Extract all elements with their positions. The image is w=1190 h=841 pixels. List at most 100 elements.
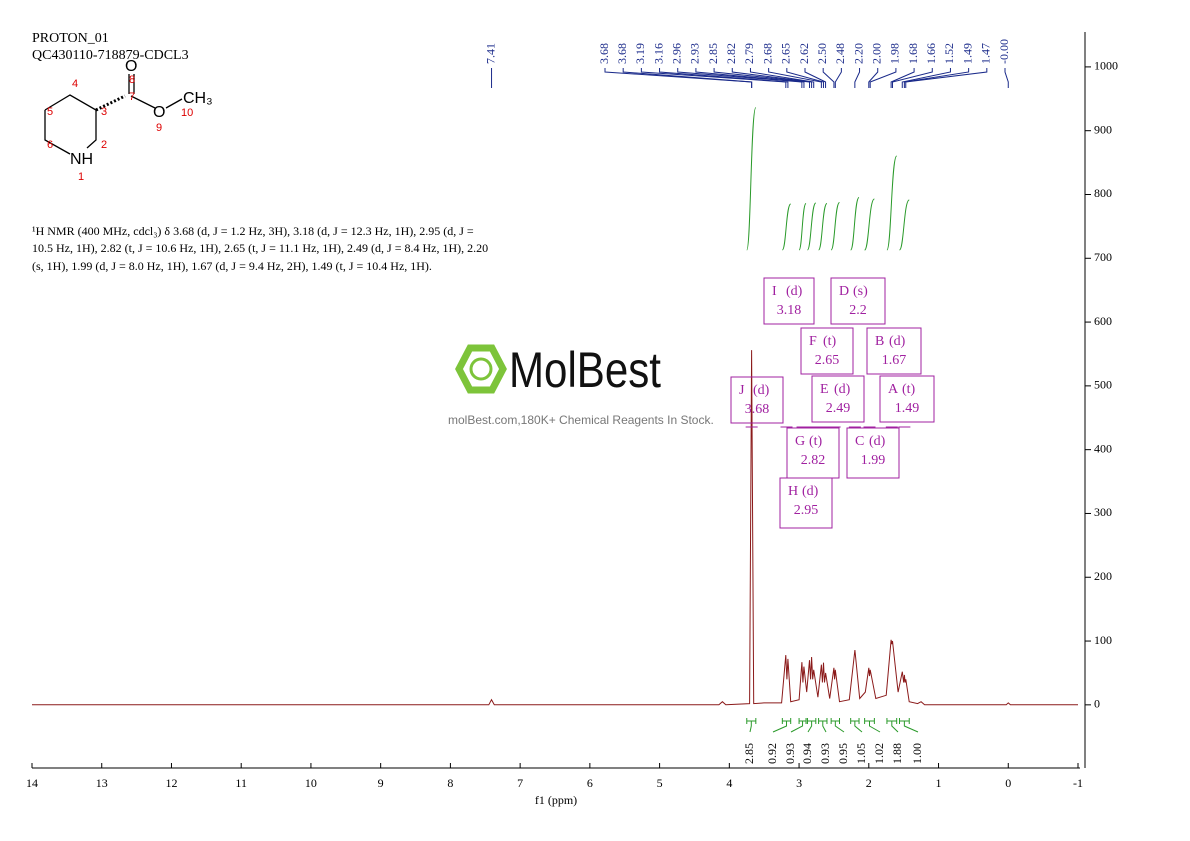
peak-connector (804, 68, 827, 88)
y-tick-label: 900 (1094, 122, 1112, 136)
peak-label: 2.20 (851, 43, 865, 64)
multiplet-name: D (839, 284, 849, 299)
peak-label: 2.65 (779, 43, 793, 64)
watermark: MolBest molBest.com,180K+ Chemical Reage… (448, 342, 714, 427)
multiplet-kind: (s) (853, 284, 868, 299)
multiplet-shift: 1.49 (895, 401, 920, 416)
peak-connector (868, 68, 879, 88)
bond (130, 95, 156, 109)
atom-label: NH (70, 151, 93, 168)
tagline: molBest.com,180K+ Chemical Reagents In S… (448, 413, 714, 427)
integral-curve (886, 155, 898, 251)
atom-number: 1 (78, 171, 84, 183)
atom-label: O (125, 58, 137, 75)
integral-label: 0.95 (836, 743, 850, 764)
peak-label: 2.68 (760, 43, 774, 64)
multiplet-name: F (809, 334, 817, 349)
atom-number: 6 (47, 139, 53, 151)
x-tick-label: 12 (165, 776, 177, 790)
integral-curve (850, 197, 860, 251)
integral-connector (854, 721, 863, 733)
multiplet-box (879, 375, 935, 423)
peak-label: 2.62 (797, 43, 811, 64)
multiplet-kind: (d) (889, 334, 906, 349)
peak-connector (749, 68, 815, 88)
peak-connector (677, 68, 803, 88)
description-line: 10.5 Hz, 1H), 2.82 (t, J = 10.6 Hz, 1H),… (32, 241, 488, 255)
multiplet-box (830, 277, 886, 325)
multiplet-kind: (t) (823, 334, 837, 349)
multiplet-kind: (d) (786, 284, 803, 299)
integral-label: 0.94 (800, 743, 814, 764)
integral-connector (790, 721, 804, 733)
y-tick-label: 100 (1094, 633, 1112, 647)
peak-label: 1.68 (906, 43, 920, 64)
multiplet-name: H (788, 484, 798, 499)
peak-connector (869, 68, 897, 88)
integral-connector (834, 721, 845, 733)
peak-label: -0.00 (997, 39, 1011, 64)
peak-connector (713, 68, 811, 88)
multiplet-box (866, 327, 922, 375)
peak-connector (905, 68, 988, 88)
peak-label: 2.93 (688, 43, 702, 64)
atom-number: 2 (101, 139, 107, 151)
peak-connector (854, 68, 861, 88)
multiplet-kind: (d) (834, 382, 851, 397)
chart-title: PROTON_01 (32, 31, 109, 46)
peak-connector (786, 68, 824, 88)
multiplet-shift: 2.49 (826, 401, 851, 416)
description: ¹H NMR (400 MHz, cdcl₃) δ 3.68 (d, J = 1… (32, 224, 488, 273)
integral-connector (807, 721, 813, 733)
multiplet-box (846, 427, 900, 479)
integral-connector (822, 721, 827, 733)
integral-connector (868, 721, 881, 733)
bond (44, 110, 71, 155)
peak-connector (892, 68, 933, 88)
integral-connector (891, 721, 899, 733)
multiplet-box (811, 375, 865, 423)
integral-label: 0.93 (783, 743, 797, 764)
multiplet-shift: 2.82 (801, 453, 826, 468)
integral-connector (772, 721, 788, 733)
multiplet-name: J (739, 383, 745, 398)
integral-curve (798, 203, 807, 251)
atom-number: 5 (47, 106, 53, 118)
atom-number: 8 (129, 74, 135, 86)
brand: MolBest (509, 342, 661, 398)
x-tick-label: 1 (936, 776, 942, 790)
peak-label: 1.52 (942, 43, 956, 64)
integral-label: 0.92 (765, 743, 779, 764)
multiplet-kind: (d) (802, 484, 819, 499)
peak-connector (731, 68, 813, 88)
peak-label: 2.48 (833, 43, 847, 64)
x-tick-label: 14 (26, 776, 38, 790)
x-tick-label: 10 (305, 776, 317, 790)
integral-curve (746, 107, 757, 251)
peak-connector (903, 68, 970, 88)
multiplet-shift: 1.99 (861, 453, 886, 468)
multiplet-shift: 1.67 (882, 353, 907, 368)
x-tick-label: -1 (1073, 776, 1083, 790)
integral-curve (818, 203, 828, 251)
x-tick-label: 11 (235, 776, 247, 790)
peak-connector (834, 68, 842, 88)
y-tick-label: 300 (1094, 505, 1112, 519)
multiplet-name: A (888, 382, 899, 397)
bond (165, 98, 183, 109)
atom-number: 9 (156, 122, 162, 134)
x-tick-label: 5 (657, 776, 663, 790)
atom-number: 3 (101, 106, 107, 118)
peak-connector (901, 68, 951, 88)
peak-label: 1.66 (924, 43, 938, 64)
hashed-bond (95, 94, 126, 112)
integral-label: 1.88 (890, 743, 904, 764)
integral-connector (903, 721, 919, 733)
x-tick-label: 0 (1005, 776, 1011, 790)
y-tick-label: 200 (1094, 569, 1112, 583)
atom-number: 7 (129, 91, 135, 103)
multiplet-box (763, 277, 815, 325)
multiplet-name: B (875, 334, 884, 349)
multiplet-shift: 3.68 (745, 402, 770, 417)
